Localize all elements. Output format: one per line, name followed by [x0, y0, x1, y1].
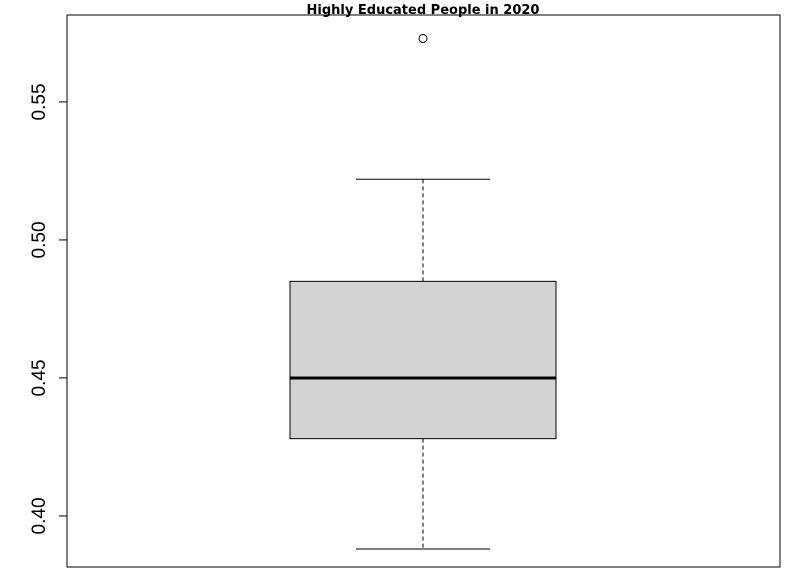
y-axis: 0.40 0.45 0.50 0.55 — [29, 83, 67, 534]
y-tick-label: 0.40 — [29, 497, 50, 534]
box-plot — [289, 33, 557, 550]
outlier-point — [418, 33, 428, 43]
y-tick-label: 0.45 — [29, 359, 50, 396]
chart-title: Highly Educated People in 2020 — [307, 3, 540, 18]
interquartile-box — [289, 280, 557, 440]
y-tick-label: 0.50 — [29, 221, 50, 258]
y-tick-label: 0.55 — [29, 83, 50, 120]
plot-frame — [66, 14, 781, 568]
